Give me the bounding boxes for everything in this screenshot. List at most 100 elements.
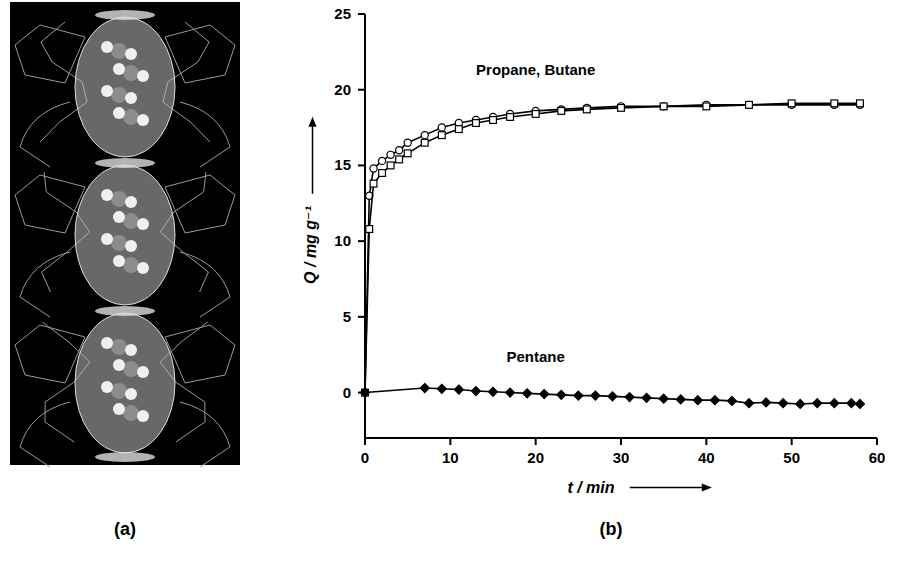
cage-cap xyxy=(95,306,155,316)
marker xyxy=(574,391,583,400)
marker xyxy=(788,100,795,107)
y-tick-label: 20 xyxy=(334,81,351,98)
y-title-arrow xyxy=(312,124,314,194)
marker xyxy=(762,398,771,407)
carbon-atom xyxy=(111,87,127,103)
hydrogen-atom xyxy=(137,366,149,378)
marker xyxy=(489,387,498,396)
marker xyxy=(625,393,634,402)
x-tick-label: 10 xyxy=(442,449,459,466)
marker xyxy=(608,392,617,401)
hydrogen-atom xyxy=(125,92,137,104)
annotation: Propane, Butane xyxy=(476,61,595,78)
framework-ring xyxy=(165,175,235,233)
carbon-atom xyxy=(111,383,127,399)
marker xyxy=(813,399,822,408)
y-tick xyxy=(358,13,365,15)
marker xyxy=(506,388,515,397)
guest-molecule xyxy=(101,41,149,126)
marker xyxy=(831,100,838,107)
carbon-atom xyxy=(111,43,127,59)
marker xyxy=(438,132,445,139)
framework-arm xyxy=(20,402,70,467)
hydrogen-atom xyxy=(101,85,113,97)
y-tick-label: 25 xyxy=(334,5,351,22)
marker xyxy=(796,399,805,408)
hydrogen-atom xyxy=(137,218,149,230)
y-tick xyxy=(358,316,365,318)
hydrogen-atom xyxy=(113,359,125,371)
cage-cap xyxy=(95,158,155,168)
panel-label: (b) xyxy=(600,519,623,539)
marker xyxy=(703,103,710,110)
x-tick-label: 0 xyxy=(361,449,369,466)
panel-label: (a) xyxy=(114,519,136,539)
framework-arm xyxy=(180,102,230,167)
marker xyxy=(830,399,839,408)
x-title-arrowhead xyxy=(702,484,712,492)
marker xyxy=(540,390,549,399)
cage-cap xyxy=(95,452,155,462)
marker xyxy=(490,117,497,124)
x-tick-label: 30 xyxy=(613,449,630,466)
framework-arm xyxy=(20,102,70,167)
series-line xyxy=(365,103,860,392)
hydrogen-atom xyxy=(101,381,113,393)
y-tick xyxy=(358,89,365,91)
marker xyxy=(379,170,386,177)
figure: 05101520250102030405060t / minQ / mg g⁻¹… xyxy=(0,0,913,563)
hydrogen-atom xyxy=(113,403,125,415)
marker xyxy=(779,399,788,408)
marker xyxy=(642,393,651,402)
x-tick xyxy=(620,438,622,445)
framework-ring xyxy=(165,25,235,83)
hydrogen-atom xyxy=(137,114,149,126)
x-tick xyxy=(449,438,451,445)
carbon-atom xyxy=(123,361,139,377)
marker xyxy=(454,385,463,394)
marker xyxy=(710,396,719,405)
marker xyxy=(421,139,428,146)
hydrogen-atom xyxy=(137,70,149,82)
guest-molecule xyxy=(101,337,149,422)
hydrogen-atom xyxy=(125,240,137,252)
marker xyxy=(557,390,566,399)
marker xyxy=(396,147,403,154)
y-tick-label: 10 xyxy=(334,232,351,249)
hydrogen-atom xyxy=(125,344,137,356)
x-title-arrow xyxy=(630,487,705,489)
hydrogen-atom xyxy=(101,41,113,53)
framework-ring xyxy=(15,175,85,233)
hydrogen-atom xyxy=(113,255,125,267)
plot-area xyxy=(361,100,865,408)
marker xyxy=(618,104,625,111)
x-tick xyxy=(535,438,537,445)
marker xyxy=(404,150,411,157)
framework-arm xyxy=(180,252,230,317)
framework-arm xyxy=(180,402,230,467)
marker xyxy=(366,226,373,233)
x-tick-label: 40 xyxy=(698,449,715,466)
y-tick-label: 15 xyxy=(334,156,351,173)
marker xyxy=(693,396,702,405)
marker xyxy=(583,106,590,113)
marker xyxy=(421,132,428,139)
framework-arm xyxy=(20,252,70,317)
framework-ring xyxy=(165,325,235,383)
hydrogen-atom xyxy=(113,211,125,223)
marker xyxy=(361,388,370,397)
guest-molecule xyxy=(101,189,149,274)
cage xyxy=(75,165,175,305)
axes xyxy=(365,14,877,438)
marker xyxy=(857,100,864,107)
cage xyxy=(75,17,175,157)
y-title-arrowhead xyxy=(309,117,317,127)
structure-image xyxy=(10,2,240,467)
carbon-atom xyxy=(123,65,139,81)
x-axis-title: t / min xyxy=(567,479,614,496)
marker xyxy=(727,396,736,405)
x-tick xyxy=(876,438,878,445)
marker xyxy=(660,103,667,110)
hydrogen-atom xyxy=(101,337,113,349)
cage xyxy=(75,313,175,453)
